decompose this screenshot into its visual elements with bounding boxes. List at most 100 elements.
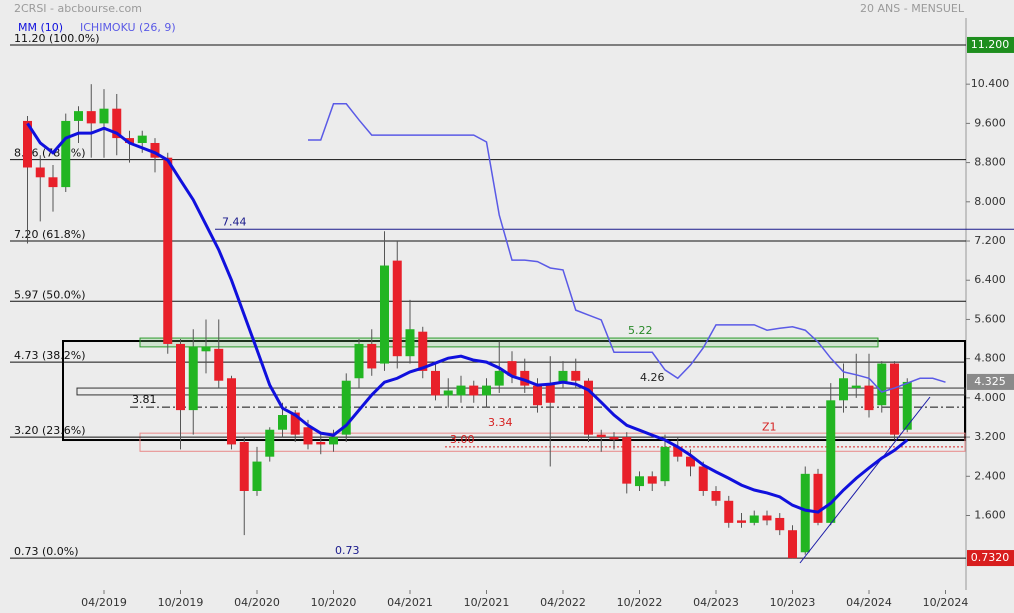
- zone: [139, 337, 879, 348]
- candle-body: [137, 135, 147, 143]
- price-label-box: [967, 550, 1014, 567]
- candle-body: [813, 473, 823, 523]
- y-tick-label: 1.600: [974, 508, 1006, 521]
- fib-label: 0.73 (0.0%): [14, 545, 79, 558]
- candle-body: [227, 378, 236, 445]
- candle-body: [35, 167, 45, 178]
- annotation-label: 3.34: [488, 416, 513, 429]
- annotation-label: 4.26: [640, 371, 665, 384]
- x-tick-label: 04/2019: [81, 596, 127, 609]
- candle-body: [214, 348, 224, 381]
- y-tick-label: 4.000: [974, 391, 1006, 404]
- candle-body: [188, 346, 198, 411]
- candle-body: [341, 380, 351, 435]
- candle-body: [252, 461, 262, 491]
- candle-body: [405, 329, 415, 357]
- indicator-line: [308, 103, 946, 393]
- candle-body: [201, 346, 211, 352]
- candle-body: [571, 370, 581, 381]
- candle-body: [851, 385, 861, 389]
- period: 20 ANS - MENSUEL: [860, 2, 965, 15]
- y-tick-label: 7.200: [974, 234, 1006, 247]
- annotation-label: 0.73: [335, 544, 360, 557]
- annotation-label: 3.81: [132, 393, 157, 406]
- candle-body: [788, 530, 797, 559]
- y-tick-label: 4.800: [974, 352, 1006, 365]
- candle-body: [23, 120, 32, 168]
- candle-body: [622, 437, 632, 484]
- y-tick-label: 9.600: [974, 116, 1006, 129]
- candle-body: [558, 370, 568, 384]
- x-tick-label: 10/2022: [617, 596, 663, 609]
- annotation-label: 3.00: [450, 433, 475, 446]
- candle-body: [698, 466, 708, 491]
- candle-body: [673, 446, 683, 457]
- candle-body: [176, 343, 185, 411]
- candle-body: [826, 400, 836, 523]
- candle-body: [303, 427, 313, 445]
- candle-body: [125, 138, 134, 143]
- candle-body: [724, 500, 734, 523]
- candle-body: [380, 265, 389, 364]
- candle-body: [354, 343, 364, 379]
- annotation-label: Z1: [762, 421, 777, 434]
- fib-label: 3.20 (23.6%): [14, 424, 86, 437]
- price-label-box: [967, 373, 1014, 390]
- candle-body: [609, 437, 619, 440]
- x-tick-label: 10/2021: [464, 596, 510, 609]
- candle-body: [86, 111, 96, 124]
- indicator-line: [26, 122, 909, 514]
- candle-body: [737, 520, 746, 523]
- candle-body: [469, 385, 479, 396]
- candle-body: [864, 385, 874, 411]
- candle-body: [74, 111, 83, 121]
- candle-body: [749, 515, 759, 523]
- x-tick-label: 04/2023: [693, 596, 739, 609]
- candle-body: [443, 390, 453, 396]
- y-tick-label: 8.000: [974, 195, 1006, 208]
- annotation-label: 5.22: [628, 324, 653, 337]
- candle-body: [99, 108, 109, 124]
- x-tick-label: 04/2021: [387, 596, 433, 609]
- candle-body: [520, 370, 530, 386]
- source-title: 2CRSI - abcbourse.com: [14, 2, 142, 15]
- candle-body: [150, 142, 160, 158]
- y-tick-label: 3.200: [974, 430, 1006, 443]
- candle-body: [584, 380, 593, 435]
- candle-body: [290, 412, 300, 435]
- candle-body: [877, 363, 887, 406]
- price-label: 4.325: [974, 375, 1006, 388]
- candle-body: [775, 517, 785, 531]
- candle-body: [112, 108, 122, 139]
- candle-body: [890, 363, 899, 435]
- y-tick-label: 5.600: [974, 312, 1006, 325]
- x-tick-label: 10/2020: [311, 596, 357, 609]
- fib-label: 5.97 (50.0%): [14, 288, 86, 301]
- x-tick-label: 04/2020: [234, 596, 280, 609]
- candle-body: [367, 343, 377, 369]
- y-tick-label: 2.400: [974, 469, 1006, 482]
- candle-body: [494, 370, 504, 386]
- x-tick-label: 04/2024: [846, 596, 892, 609]
- price-label-box: [967, 36, 1014, 53]
- candle-body: [596, 434, 606, 438]
- candle-body: [163, 157, 173, 344]
- candle-body: [647, 476, 657, 484]
- zone: [139, 432, 966, 452]
- candle-body: [265, 429, 275, 457]
- x-tick-label: 10/2019: [158, 596, 204, 609]
- y-tick-label: 10.400: [971, 77, 1010, 90]
- candle-body: [48, 177, 58, 188]
- candle-body: [686, 456, 695, 467]
- candle-body: [800, 473, 810, 553]
- trend-line: [799, 396, 931, 564]
- candle-body: [329, 437, 338, 445]
- candle-body: [762, 515, 772, 521]
- candle-body: [316, 441, 326, 445]
- fib-label: 4.73 (38.2%): [14, 349, 86, 362]
- candle-body: [456, 385, 466, 396]
- legend-entry: MM (10): [18, 21, 63, 34]
